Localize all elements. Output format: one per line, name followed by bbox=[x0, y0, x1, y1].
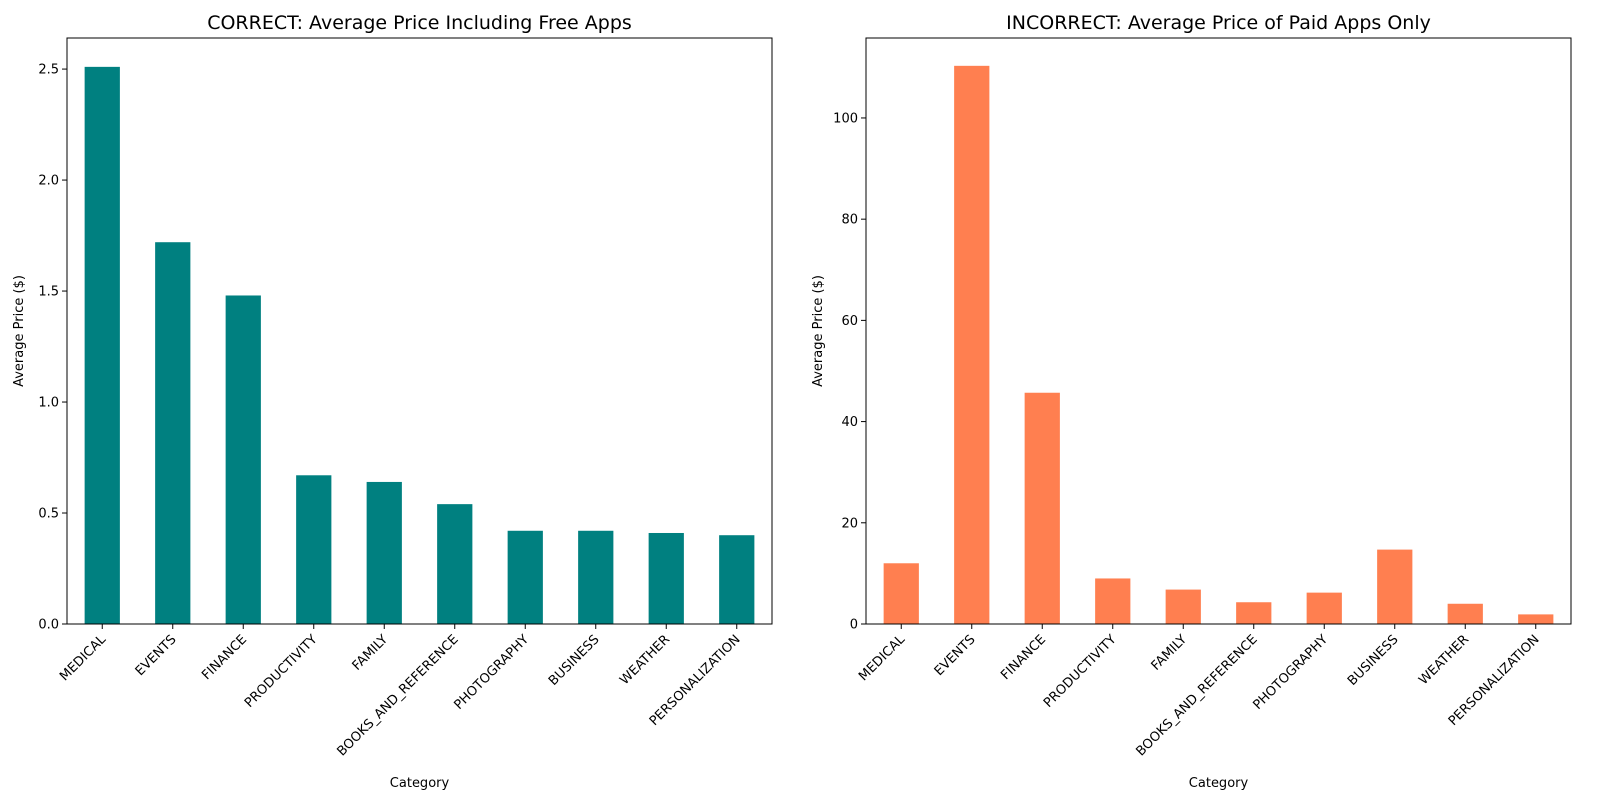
y-tick-label: 20 bbox=[841, 516, 858, 531]
plot-frame bbox=[865, 37, 1572, 625]
y-axis-label: Average Price ($) bbox=[811, 275, 826, 387]
bar-family bbox=[1165, 589, 1201, 624]
y-tick-label: 0 bbox=[850, 618, 858, 633]
x-tick-label: BOOKS_AND_REFERENCE bbox=[334, 632, 461, 759]
bar-personalization bbox=[1518, 614, 1554, 624]
bar-weather bbox=[1447, 603, 1483, 624]
bar-finance bbox=[1024, 392, 1060, 624]
y-tick-label: 1.5 bbox=[38, 285, 59, 300]
y-tick-label: 2.5 bbox=[38, 63, 59, 78]
bar-family bbox=[366, 481, 402, 624]
y-axis-label: Average Price ($) bbox=[12, 275, 27, 387]
x-tick-label: BUSINESS bbox=[546, 632, 603, 689]
x-tick-label: BUSINESS bbox=[1345, 632, 1402, 689]
x-tick-label: FAMILY bbox=[350, 632, 392, 674]
bar-medical bbox=[883, 563, 919, 624]
bar-weather bbox=[648, 532, 684, 624]
x-tick-label: PHOTOGRAPHY bbox=[451, 632, 532, 713]
bar-books_and_reference bbox=[1236, 602, 1272, 624]
y-tick-label: 1.0 bbox=[38, 396, 59, 411]
bar-books_and_reference bbox=[437, 504, 473, 624]
y-tick-label: 0.5 bbox=[38, 507, 59, 522]
x-tick-label: EVENTS bbox=[133, 632, 180, 679]
chart-title: INCORRECT: Average Price of Paid Apps On… bbox=[1006, 12, 1431, 34]
bar-events bbox=[954, 65, 990, 624]
x-tick-label: PRODUCTIVITY bbox=[1041, 632, 1120, 711]
y-tick-label: 80 bbox=[841, 213, 858, 228]
x-tick-label: FAMILY bbox=[1149, 632, 1191, 674]
y-tick-label: 40 bbox=[841, 415, 858, 430]
chart-panel-1: 0.0 0.5 1.0 1.5 2.0 2.5 MEDICAL EVENTS FINANCEPR… bbox=[12, 12, 773, 791]
plot-frame bbox=[66, 37, 773, 625]
x-tick-label: PRODUCTIVITY bbox=[242, 632, 321, 711]
bar-business bbox=[578, 530, 614, 624]
bar-photography bbox=[1306, 592, 1342, 624]
y-tick-label: 2.0 bbox=[38, 174, 59, 189]
x-tick-label: MEDICAL bbox=[57, 632, 109, 684]
bar-productivity bbox=[1095, 578, 1131, 624]
bar-personalization bbox=[719, 535, 755, 624]
chart-panel-2: 0 20 40 60 80 100 MEDICAL EVENTS FINANCEPRODUCTI… bbox=[811, 12, 1572, 791]
y-tick-label: 100 bbox=[833, 111, 858, 126]
x-tick-label: PHOTOGRAPHY bbox=[1250, 632, 1331, 713]
x-tick-label: MEDICAL bbox=[856, 632, 908, 684]
bar-medical bbox=[84, 66, 120, 625]
x-tick-label: FINANCE bbox=[998, 632, 1049, 683]
x-axis-label: Category bbox=[1189, 776, 1249, 791]
y-tick-label: 60 bbox=[841, 314, 858, 329]
y-tick-label: 0.0 bbox=[38, 618, 59, 633]
x-axis-label: Category bbox=[390, 776, 450, 791]
bar-photography bbox=[507, 530, 543, 624]
x-tick-label: WEATHER bbox=[617, 632, 673, 688]
bar-events bbox=[155, 242, 191, 624]
x-tick-label: BOOKS_AND_REFERENCE bbox=[1133, 632, 1260, 759]
x-tick-label: FINANCE bbox=[199, 632, 250, 683]
chart-title: CORRECT: Average Price Including Free Ap… bbox=[207, 12, 632, 34]
x-tick-label: EVENTS bbox=[932, 632, 979, 679]
bar-finance bbox=[225, 295, 261, 624]
x-tick-label: WEATHER bbox=[1416, 632, 1472, 688]
bar-productivity bbox=[296, 475, 332, 624]
bar-business bbox=[1377, 549, 1413, 624]
